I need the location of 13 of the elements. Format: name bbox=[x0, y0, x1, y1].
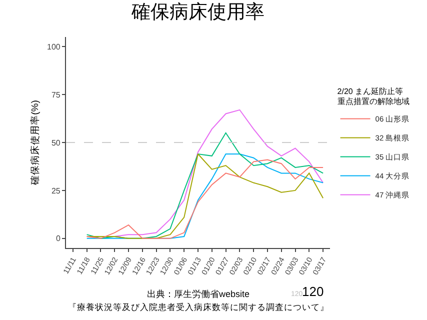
source-note: 出典：厚生労働省website bbox=[147, 289, 250, 299]
y-tick-label: 100 bbox=[47, 42, 61, 52]
chart-title: 確保病床使用率 bbox=[130, 1, 264, 24]
y-tick-label: 0 bbox=[56, 234, 61, 244]
text: 『療養状況等及び入院患者受入病床数等に関する調査について』 bbox=[68, 302, 329, 312]
y-tick-label: 75 bbox=[51, 90, 61, 100]
line-series bbox=[114, 109, 324, 237]
legend-title: 2/20 まん延防止等重点措置の解除地域 bbox=[337, 86, 410, 106]
y-tick-label: 25 bbox=[51, 186, 61, 196]
y-tick-label: 50 bbox=[51, 138, 61, 148]
y-axis-title: 確保病床使用率(%) bbox=[29, 100, 42, 186]
line-series bbox=[86, 132, 324, 239]
text: 120 bbox=[302, 284, 324, 299]
